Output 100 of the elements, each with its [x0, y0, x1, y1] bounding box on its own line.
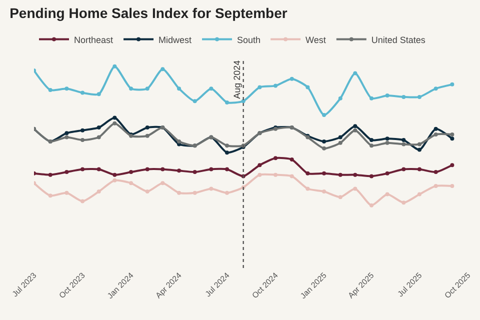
point — [385, 171, 390, 176]
point — [64, 86, 69, 91]
point — [145, 190, 150, 194]
point — [322, 146, 326, 150]
point — [385, 140, 390, 145]
point — [96, 126, 101, 130]
point — [385, 136, 390, 141]
point — [64, 131, 69, 136]
point — [112, 116, 117, 120]
point — [225, 100, 230, 104]
legend-label: Northeast — [74, 34, 114, 45]
legend-label: West — [306, 34, 326, 45]
point — [338, 96, 342, 100]
point — [258, 172, 262, 177]
point — [80, 167, 85, 172]
point — [370, 144, 374, 148]
point — [274, 156, 278, 160]
point — [145, 86, 150, 91]
legend-label: United States — [371, 34, 426, 45]
point — [129, 86, 134, 91]
point — [434, 170, 438, 174]
point — [64, 190, 69, 195]
point — [370, 203, 374, 208]
point — [129, 181, 134, 186]
point — [370, 138, 374, 142]
ref-line-label: Aug 2024 — [232, 60, 242, 99]
point — [96, 135, 101, 140]
point — [353, 128, 358, 132]
point — [225, 167, 230, 172]
point — [192, 170, 197, 174]
point — [338, 135, 342, 140]
point — [353, 186, 358, 191]
point — [322, 113, 326, 118]
point — [434, 126, 438, 131]
point — [112, 64, 117, 68]
point — [402, 94, 406, 99]
point — [80, 90, 85, 95]
point — [258, 163, 262, 168]
point — [225, 144, 230, 148]
point — [145, 126, 150, 130]
point — [450, 136, 454, 141]
legend-label: South — [237, 34, 261, 45]
chart-title: Pending Home Sales Index for September — [10, 4, 288, 21]
point — [450, 184, 454, 188]
point — [450, 163, 454, 168]
point — [129, 170, 134, 174]
point — [80, 199, 85, 204]
point — [80, 138, 85, 142]
point — [225, 190, 230, 195]
point — [290, 174, 294, 178]
point — [209, 167, 214, 172]
point — [96, 92, 101, 96]
point — [450, 82, 454, 86]
point — [417, 167, 422, 172]
point — [177, 168, 182, 173]
point — [353, 172, 358, 177]
point — [385, 192, 390, 196]
point — [274, 172, 278, 177]
point — [338, 172, 342, 177]
point — [306, 171, 310, 176]
point — [225, 150, 230, 155]
point — [434, 132, 438, 136]
point — [322, 139, 326, 144]
point — [160, 167, 165, 172]
point — [338, 140, 342, 145]
point — [192, 190, 197, 195]
point — [434, 86, 438, 91]
point — [402, 167, 406, 172]
point — [112, 178, 117, 182]
point — [290, 76, 294, 81]
point — [434, 184, 438, 188]
point — [417, 94, 422, 99]
point — [96, 167, 101, 172]
point — [48, 194, 52, 198]
point — [402, 200, 406, 205]
point — [385, 94, 390, 98]
point — [145, 167, 150, 172]
point — [64, 170, 69, 174]
point — [402, 142, 406, 146]
point — [417, 142, 422, 146]
point — [145, 134, 150, 138]
point — [290, 158, 294, 162]
point — [306, 85, 310, 90]
point — [112, 172, 117, 177]
point — [370, 96, 374, 100]
point — [48, 172, 52, 177]
point — [80, 128, 85, 132]
point — [353, 71, 358, 76]
point — [417, 192, 422, 196]
point — [370, 174, 374, 178]
point — [417, 148, 422, 152]
point — [177, 190, 182, 195]
point — [112, 121, 117, 126]
point — [306, 186, 310, 191]
point — [177, 139, 182, 144]
point — [209, 186, 214, 191]
point — [322, 171, 326, 176]
point — [160, 67, 165, 72]
point — [450, 132, 454, 136]
point — [338, 195, 342, 200]
